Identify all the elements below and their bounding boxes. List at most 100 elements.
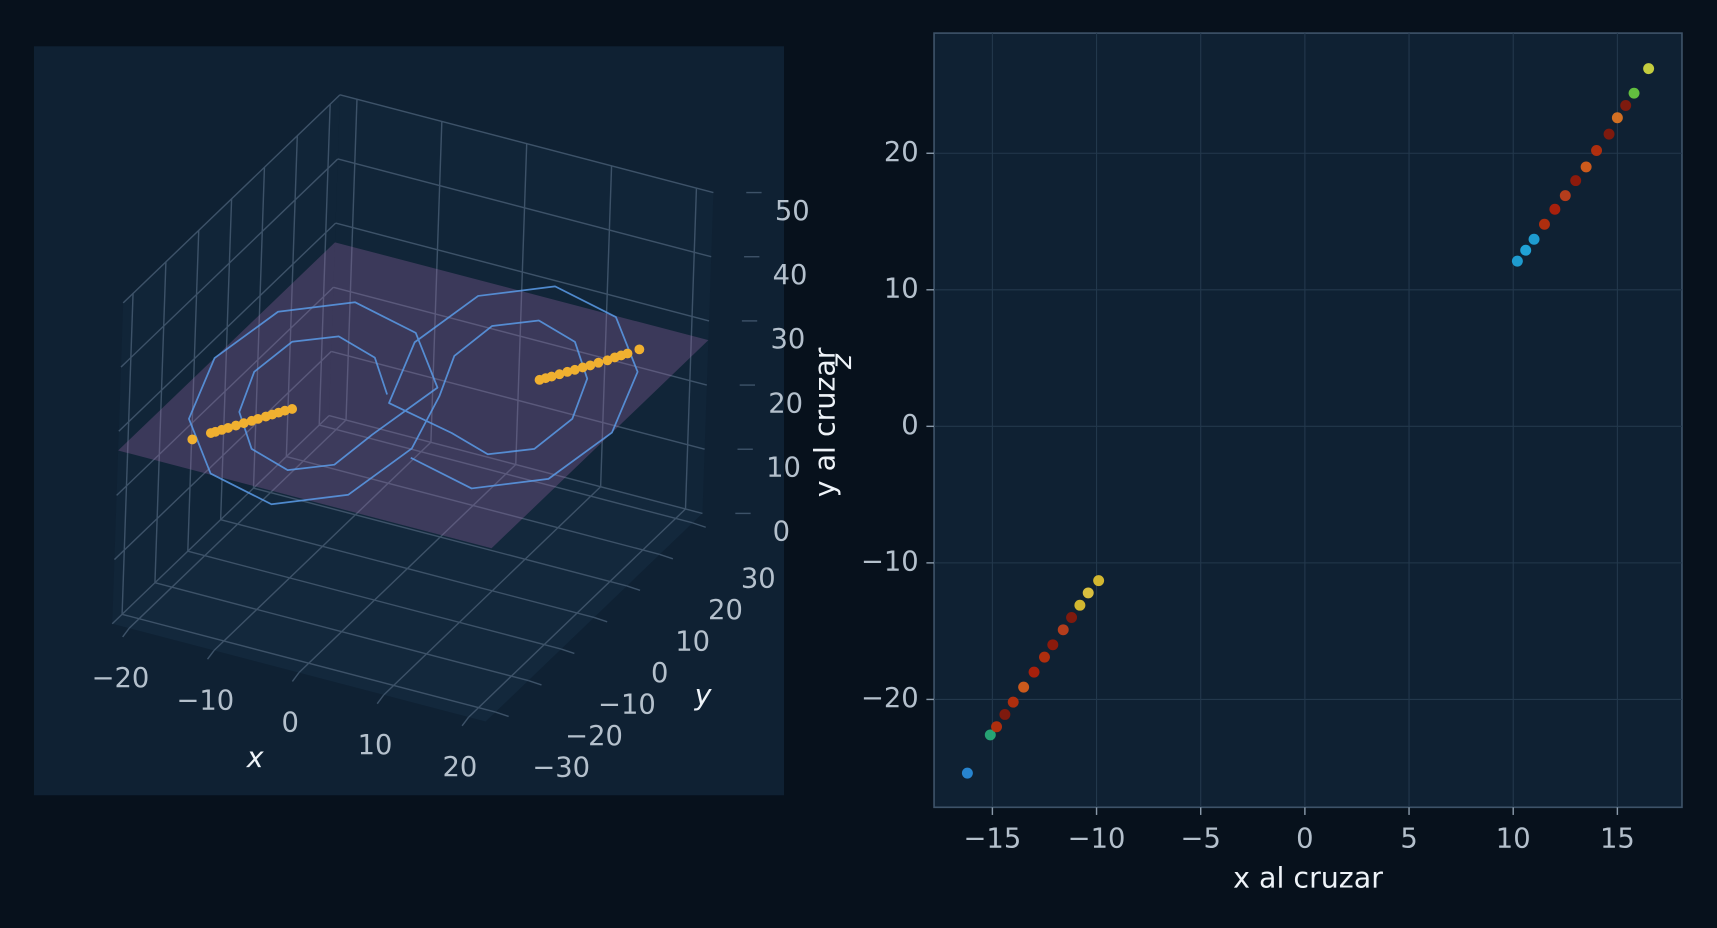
scatter-point [1028, 666, 1040, 678]
x-tick-label: −10 [176, 685, 234, 716]
scatter-point [1511, 255, 1523, 267]
tick-mark [291, 672, 300, 682]
grid-line [285, 135, 299, 457]
scatter-point [1549, 203, 1561, 215]
crossing-point [585, 360, 596, 371]
scatter-point [999, 708, 1011, 720]
tick-mark [206, 649, 215, 660]
grid-line [515, 143, 528, 465]
x-tick-label: −5 [1181, 824, 1221, 855]
scatter-point [984, 729, 996, 741]
tick-mark [528, 679, 542, 686]
x-tick-label: −10 [1068, 824, 1126, 855]
grid-line [120, 158, 339, 368]
x-tick-label: 0 [1296, 824, 1313, 855]
grid-line [328, 414, 703, 515]
scatter-point [1580, 161, 1592, 173]
scatter-point [1570, 175, 1582, 187]
grid-line [318, 104, 331, 426]
panel-scatter [933, 32, 1683, 809]
scatter-point [1066, 612, 1078, 623]
scatter-point [1018, 681, 1030, 693]
scatter-point [1628, 87, 1640, 99]
x-tick-label: 20 [442, 752, 477, 783]
scatter-point [1528, 233, 1540, 245]
scatter-point [961, 767, 973, 779]
y-tick-label: 20 [708, 595, 743, 626]
scatter-point [1057, 624, 1069, 636]
grid-line [599, 165, 613, 487]
grid-line [331, 350, 705, 450]
scatter-point [1093, 575, 1105, 587]
crossing-point [622, 348, 633, 359]
crossing-point [554, 369, 565, 380]
y-tick-label: −10 [861, 546, 919, 577]
scatter-point [1074, 599, 1086, 611]
tick-mark [122, 627, 130, 638]
grid-line [121, 613, 496, 713]
x-axis-label: x [246, 741, 265, 774]
tick-mark [593, 616, 608, 623]
crossing-point [231, 420, 241, 431]
y-tick-label: 20 [884, 137, 919, 168]
grid-line [219, 198, 233, 520]
crossing-point [562, 366, 573, 377]
grid-line [121, 293, 134, 615]
crossing-point [577, 362, 588, 373]
crossing-point [593, 357, 604, 368]
grid-line [111, 415, 330, 625]
crossing-point [546, 371, 557, 382]
tick-mark [495, 711, 509, 718]
tick-mark [659, 553, 674, 560]
z-tick-label: 40 [773, 260, 808, 291]
y-axis-label: y al cruzar [809, 347, 842, 497]
grid-line [335, 222, 710, 322]
grid-line [286, 455, 660, 556]
grid-line [684, 188, 698, 509]
grid-line [319, 424, 693, 524]
z-tick-label: 30 [770, 324, 805, 355]
x-tick-label: 15 [1600, 824, 1635, 855]
grid-line [337, 158, 712, 258]
crossing-point [238, 418, 249, 429]
x-tick-label: −20 [92, 663, 150, 694]
x-tick-label: −15 [964, 824, 1022, 855]
z-tick-label: 10 [766, 452, 801, 483]
x-tick-label: 5 [1400, 824, 1417, 855]
grid-line [118, 222, 337, 432]
tick-mark [376, 694, 385, 705]
grid-line [345, 99, 358, 421]
y-tick-label: 0 [901, 410, 918, 441]
y-tick-label: −20 [565, 721, 623, 752]
y-tick-label: 0 [651, 658, 668, 689]
scatter-point [1559, 190, 1571, 202]
scatter-point [1591, 145, 1603, 157]
trajectory [188, 285, 639, 506]
grid-line [187, 230, 200, 552]
tick-mark [461, 716, 470, 727]
y-tick-label: 30 [741, 563, 776, 594]
tick-mark [560, 648, 575, 655]
scatter-point [991, 721, 1003, 733]
grid-line [220, 518, 595, 619]
x-tick-label: 10 [358, 730, 393, 761]
grid-line [252, 167, 266, 489]
x-axis-label: x al cruzar [1233, 862, 1383, 895]
grid-line [253, 487, 628, 587]
y-tick-label: −20 [861, 683, 919, 714]
scatter-point [1643, 63, 1655, 75]
crossing-point [287, 404, 298, 414]
z-tick-label: 50 [775, 196, 810, 227]
z-axis-label: z [825, 353, 858, 370]
z-tick-label: 20 [768, 388, 803, 419]
crossing-point [253, 413, 263, 424]
grid-line [187, 550, 562, 650]
scatter-point [1520, 244, 1532, 256]
crossing-point [223, 422, 234, 433]
grid-line [154, 261, 167, 583]
scatter-point [1038, 651, 1050, 663]
grid-line [113, 350, 332, 561]
scatter-point [1620, 99, 1632, 111]
